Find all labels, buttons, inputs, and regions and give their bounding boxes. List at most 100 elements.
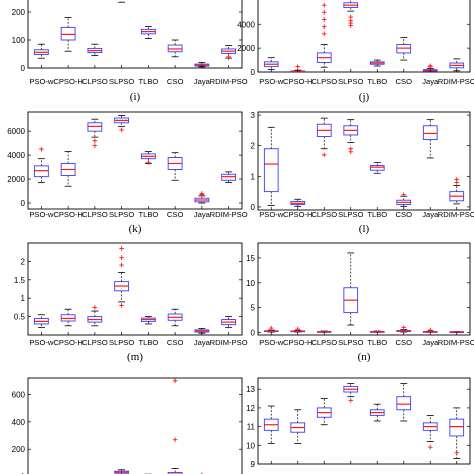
outlier-marker (39, 146, 44, 152)
x-category-label: SLPSO (338, 210, 363, 219)
y-tick-label: 3 (251, 111, 256, 120)
x-category-label: PSO-w (29, 338, 54, 347)
outlier-marker (295, 326, 301, 332)
outlier-marker (119, 262, 124, 268)
y-tick-label: 6000 (7, 127, 25, 136)
y-tick-label: 4000 (237, 20, 255, 29)
x-category-label: RDIM-PSO (438, 210, 474, 219)
x-category-label: CLPSO (311, 210, 337, 219)
x-category-label: CPSO-H (283, 210, 313, 219)
y-tick-label: 600 (12, 390, 26, 399)
x-category-label: PSO-w (29, 210, 54, 219)
axes-frame (257, 242, 471, 336)
axes-frame (27, 111, 243, 210)
outlier-marker (201, 472, 203, 474)
x-category-label: Jaya (194, 77, 211, 86)
x-category-label: CPSO-H (53, 338, 83, 347)
x-category-label: CPSO-H (283, 338, 313, 347)
outlier-marker (401, 192, 407, 197)
box-iqr (369, 165, 385, 171)
axes-frame (257, 111, 471, 211)
y-tick-label: 2 (21, 257, 26, 266)
x-category-label: RDIM-PSO (210, 77, 248, 86)
x-category-label: CSO (167, 77, 184, 86)
x-category-label: Jaya (422, 338, 439, 347)
y-tick-label: 11 (247, 423, 256, 432)
x-category-label: SLPSO (109, 77, 134, 86)
y-tick-label: 0 (21, 473, 26, 474)
outlier-marker (348, 14, 354, 20)
x-category-label: SLPSO (109, 338, 134, 347)
x-category-label: TLBO (138, 210, 158, 219)
panel-top-left: 0 100 200 PSO-w CPSO-H CLPSO SLPSO TLBO CSO Jaya R… (12, 0, 248, 103)
outlier-marker (172, 378, 178, 384)
x-category-label: Jaya (194, 338, 211, 347)
x-category-label: CSO (396, 338, 413, 347)
y-tick-label: 0 (21, 64, 26, 73)
outlier-marker (427, 63, 433, 69)
y-tick-label: 0 (251, 68, 256, 77)
outlier-marker (348, 146, 354, 152)
panel-label: (n) (358, 351, 371, 363)
outlier-marker (321, 31, 327, 37)
x-category-label: CPSO-H (283, 77, 313, 86)
x-category-label: CLPSO (82, 77, 108, 86)
y-tick-label: 400 (12, 418, 26, 427)
x-category-label: RDIM-PSO (210, 210, 248, 219)
y-tick-label: 1.5 (14, 276, 26, 285)
y-tick-label: 2000 (7, 175, 25, 184)
panel-plot-area (114, 378, 203, 474)
box-iqr (263, 148, 279, 193)
box-iqr (60, 26, 76, 41)
x-category-label: RDIM-PSO (438, 77, 474, 86)
y-tick-label: 0 (251, 329, 256, 338)
x-category-label: SLPSO (338, 338, 363, 347)
y-tick-label: 15 (246, 254, 255, 263)
outlier-marker (172, 437, 178, 442)
x-category-label: CSO (396, 210, 413, 219)
outlier-marker (454, 450, 460, 456)
panel-label: (m) (127, 351, 143, 363)
panel-label: (i) (130, 91, 141, 103)
x-category-label: SLPSO (109, 210, 134, 219)
x-category-label: TLBO (138, 77, 158, 86)
y-tick-label: 13 (246, 385, 255, 394)
panel-label: (k) (129, 223, 142, 235)
box-iqr (422, 125, 438, 141)
x-category-label: CLPSO (311, 77, 337, 86)
x-category-label: PSO-w (259, 210, 284, 219)
outlier-marker (401, 325, 407, 330)
y-tick-label: 2 (251, 142, 256, 151)
outlier-marker (119, 246, 124, 251)
box-iqr (449, 418, 465, 437)
y-tick-label: 1 (251, 172, 256, 181)
x-category-label: RDIM-PSO (210, 338, 248, 347)
outlier-marker (348, 398, 354, 403)
y-tick-label: 10 (246, 279, 255, 288)
y-tick-label: 100 (12, 36, 26, 45)
x-category-label: PSO-w (29, 77, 54, 86)
panel-plot-area (263, 252, 465, 334)
x-category-label: PSO-w (259, 77, 284, 86)
x-category-label: TLBO (138, 338, 158, 347)
y-tick-label: 200 (12, 8, 26, 17)
x-category-label: CLPSO (311, 338, 337, 347)
panel-middle-left: 0 2000 4000 6000 PSO-w CPSO-H CLPSO SLPSO TLBO CS… (7, 111, 248, 235)
panel-plot-area (33, 246, 237, 334)
y-tick-label: 0 (251, 203, 256, 212)
y-tick-label: 12 (246, 404, 255, 413)
outlier-marker (92, 138, 98, 144)
outlier-marker (321, 17, 327, 22)
y-tick-label: 1 (21, 294, 26, 303)
outlier-marker (454, 177, 460, 182)
outlier-marker (119, 127, 124, 133)
outlier-marker (295, 64, 301, 69)
outlier-marker (427, 327, 433, 333)
panel-plot-area (33, 115, 237, 204)
panel-lower-left: 0.5 1 1.5 2 PSO-w CPSO-H CLPSO SLPSO TLBO CSO Jaya… (14, 242, 248, 363)
x-category-label: RDIM-PSO (438, 338, 474, 347)
x-category-label: Jaya (422, 210, 439, 219)
